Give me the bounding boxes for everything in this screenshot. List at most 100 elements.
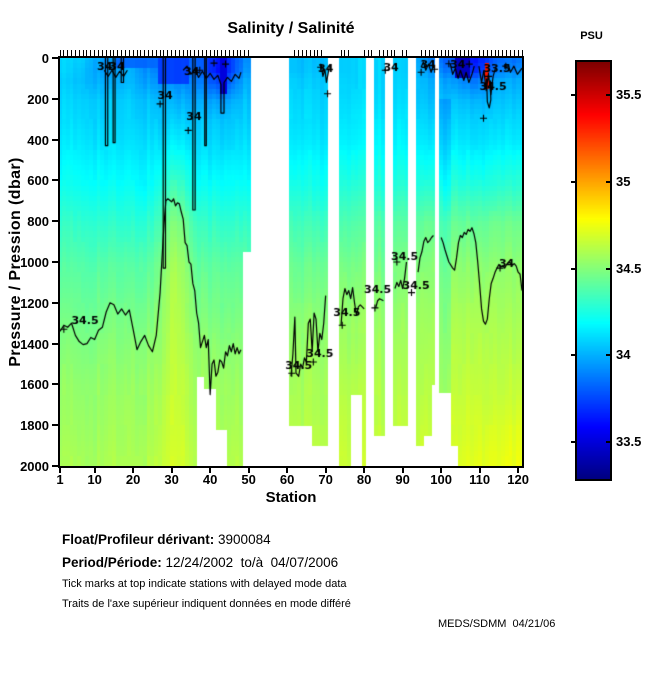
y-tick-label: 1200	[20, 295, 49, 311]
delayed-mode-tick	[182, 50, 184, 56]
delayed-mode-tick	[486, 50, 488, 56]
y-tick-label: 1600	[20, 377, 49, 393]
delayed-mode-tick	[305, 50, 307, 56]
colorbar-tick-right	[606, 93, 612, 96]
delayed-mode-tick	[136, 50, 138, 56]
x-axis-tick	[363, 468, 366, 473]
y-tick-label: 1800	[20, 418, 49, 434]
colorbar-tick-right	[606, 267, 612, 270]
delayed-mode-tick	[109, 50, 111, 56]
delayed-mode-tick	[86, 50, 88, 56]
colorbar	[575, 60, 612, 481]
period-label: Period/Période:	[62, 555, 162, 570]
y-tick-label: 1000	[20, 255, 49, 270]
colorbar-tick-left	[571, 180, 577, 183]
x-axis-label: Station	[265, 489, 317, 506]
y-tick-label: 800	[27, 214, 49, 230]
delayed-mode-tick	[98, 50, 99, 56]
delayed-mode-tick	[101, 50, 103, 56]
delayed-mode-tick	[205, 50, 207, 56]
delayed-mode-tick	[209, 50, 211, 56]
delayed-mode-tick	[236, 50, 238, 56]
delayed-mode-tick	[232, 50, 234, 56]
delayed-mode-tick	[506, 50, 508, 56]
delayed-mode-tick	[190, 50, 192, 56]
note-en: Tick marks at top indicate stations with…	[62, 578, 347, 590]
delayed-mode-tick	[171, 50, 173, 56]
delayed-mode-tick	[294, 50, 296, 56]
x-tick-label: 20	[125, 472, 141, 487]
delayed-mode-tick	[201, 50, 203, 56]
delayed-mode-tick	[298, 50, 300, 56]
y-axis-tick	[52, 138, 58, 141]
delayed-mode-tick	[444, 50, 446, 56]
delayed-mode-tick	[94, 50, 96, 56]
delayed-mode-tick	[217, 50, 219, 56]
delayed-mode-tick	[163, 50, 165, 56]
delayed-mode-tick	[221, 50, 223, 56]
delayed-mode-tick	[121, 50, 123, 56]
delayed-mode-tick	[494, 50, 496, 56]
delayed-mode-tick	[379, 50, 381, 56]
delayed-mode-tick	[309, 50, 311, 56]
plot-area	[58, 56, 524, 468]
delayed-mode-tick	[82, 50, 84, 56]
credit-text: MEDS/SDMM 04/21/06	[438, 618, 556, 630]
delayed-mode-tick	[151, 50, 153, 56]
delayed-mode-tick	[521, 50, 523, 56]
delayed-mode-tick	[148, 50, 150, 56]
note-fr: Traits de l'axe supérieur indiquent donn…	[62, 598, 351, 610]
delayed-mode-tick	[436, 50, 438, 56]
colorbar-tick-label: 35.5	[616, 86, 642, 102]
float-id-value: 3900084	[214, 532, 271, 547]
x-tick-label: 50	[241, 472, 256, 487]
delayed-mode-tick	[344, 50, 346, 56]
y-axis-tick	[52, 220, 58, 223]
x-axis-tick	[440, 468, 443, 473]
period-line: Period/Période: 12/24/2002 to/à 04/07/20…	[62, 555, 338, 570]
delayed-mode-tick	[363, 50, 365, 56]
delayed-mode-tick	[425, 50, 427, 56]
delayed-mode-tick	[421, 50, 423, 56]
x-axis-tick	[132, 468, 135, 473]
delayed-mode-tick	[509, 50, 511, 56]
delayed-mode-tick	[302, 50, 304, 56]
delayed-mode-tick	[167, 50, 169, 56]
y-axis-tick	[52, 342, 58, 345]
x-axis-tick	[170, 468, 173, 473]
delayed-mode-tick	[317, 50, 319, 56]
salinity-heatmap-canvas	[60, 58, 522, 466]
period-value: 12/24/2002 to/à 04/07/2006	[161, 555, 339, 570]
delayed-mode-tick	[240, 50, 242, 56]
float-id-line: Float/Profileur dérivant: 3900084	[62, 532, 271, 547]
x-tick-label: 40	[202, 472, 218, 487]
x-tick-label: 30	[164, 472, 179, 487]
y-tick-label: 600	[27, 173, 49, 189]
delayed-mode-tick	[71, 50, 73, 56]
y-tick-label: 2000	[20, 459, 49, 474]
delayed-mode-tick	[59, 50, 61, 56]
delayed-mode-tick	[228, 50, 230, 56]
x-axis-tick	[478, 468, 481, 473]
delayed-mode-tick	[74, 50, 76, 56]
y-tick-label: 200	[27, 91, 49, 107]
x-tick-label: 100	[430, 472, 452, 487]
delayed-mode-tick	[452, 50, 454, 56]
delayed-mode-tick	[144, 50, 146, 56]
delayed-mode-tick	[63, 50, 65, 56]
x-tick-label: 80	[356, 472, 372, 487]
delayed-mode-tick	[402, 50, 404, 56]
delayed-mode-tick	[213, 50, 215, 56]
delayed-mode-tick	[244, 50, 246, 56]
delayed-mode-tick	[498, 50, 500, 56]
delayed-mode-tick	[490, 50, 492, 56]
delayed-mode-tick	[394, 50, 396, 56]
delayed-mode-tick	[178, 50, 180, 56]
delayed-mode-tick	[440, 50, 442, 56]
delayed-mode-tick	[463, 50, 465, 56]
y-axis-tick	[52, 57, 58, 59]
delayed-mode-tick	[186, 50, 188, 56]
delayed-mode-tick	[479, 50, 481, 56]
x-axis-tick	[517, 468, 520, 473]
x-axis-tick	[401, 468, 404, 473]
